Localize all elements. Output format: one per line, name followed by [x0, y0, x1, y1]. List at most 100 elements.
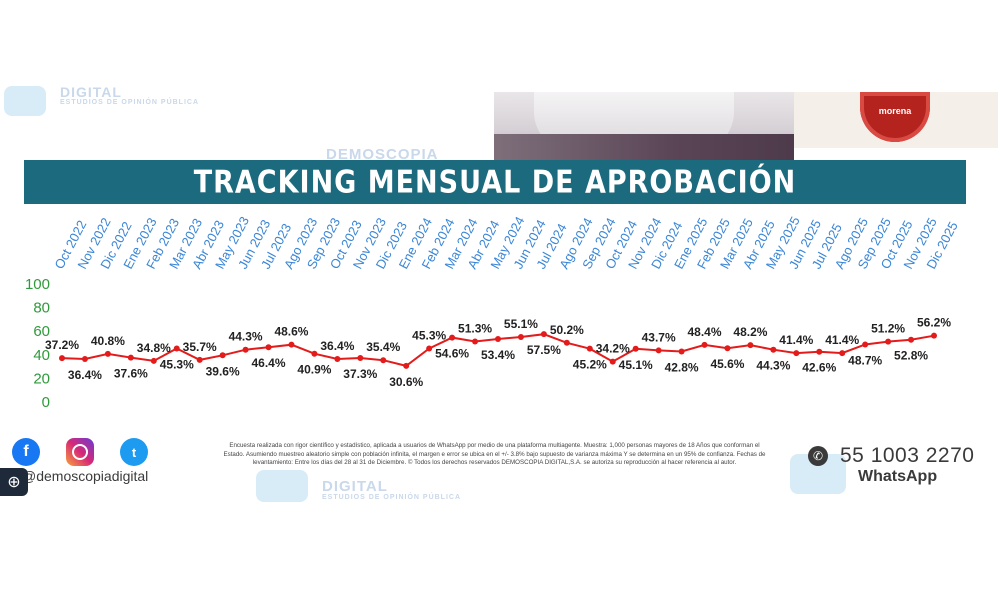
data-point	[862, 341, 869, 348]
data-label: 42.8%	[665, 360, 699, 374]
y-tick-label: 40	[33, 347, 50, 364]
data-label: 34.2%	[596, 342, 630, 356]
data-point	[724, 345, 731, 352]
data-label: 48.7%	[848, 354, 882, 368]
data-label: 46.4%	[252, 356, 286, 370]
y-tick-label: 100	[25, 276, 50, 293]
data-point	[632, 345, 639, 352]
data-point	[81, 356, 88, 363]
data-label: 57.5%	[527, 343, 561, 357]
y-axis-labels: 100 80 60 40 20 0	[25, 276, 50, 411]
data-point	[449, 334, 456, 341]
data-label: 35.4%	[366, 340, 400, 354]
y-tick-label: 0	[42, 394, 50, 411]
data-point	[678, 348, 685, 355]
header-photo	[494, 92, 794, 160]
accessibility-icon[interactable]: ⊕	[0, 468, 28, 496]
whatsapp-phone[interactable]: 55 1003 2270	[840, 444, 975, 467]
data-point	[495, 335, 501, 342]
data-label: 40.8%	[91, 334, 125, 348]
watermark-tagline-bottom: ESTUDIOS DE OPINIÓN PÚBLICA	[322, 494, 462, 501]
data-label: 37.2%	[45, 338, 79, 352]
data-point	[403, 362, 410, 369]
watermark-brand-top: DIGITAL	[60, 84, 122, 100]
data-label: 41.4%	[779, 333, 813, 347]
instagram-icon[interactable]	[66, 438, 94, 466]
data-point	[59, 355, 65, 362]
watermark-logo-bottom	[256, 470, 308, 502]
data-label: 35.7%	[183, 340, 217, 354]
data-label: 48.6%	[274, 325, 308, 339]
data-point	[311, 350, 318, 357]
data-point	[747, 342, 754, 349]
data-point	[104, 350, 111, 357]
data-label: 51.3%	[458, 321, 492, 335]
data-label: 36.4%	[68, 368, 102, 382]
data-points	[59, 331, 937, 369]
data-label: 55.1%	[504, 317, 538, 331]
facebook-icon[interactable]: f	[12, 438, 40, 466]
data-point	[517, 333, 524, 340]
data-label: 40.9%	[297, 363, 331, 377]
watermark-logo-top	[4, 86, 46, 116]
data-label: 50.2%	[550, 323, 584, 337]
data-label: 53.4%	[481, 348, 515, 362]
data-point	[242, 346, 249, 353]
data-label: 37.3%	[343, 367, 377, 381]
data-point	[540, 331, 547, 338]
social-handle[interactable]: @demoscopiadigital	[22, 468, 149, 484]
data-label: 44.3%	[229, 330, 263, 344]
data-point	[793, 350, 800, 357]
data-label: 42.6%	[802, 361, 836, 375]
data-label: 45.6%	[710, 357, 744, 371]
data-point	[173, 345, 180, 352]
data-label: 56.2%	[917, 316, 951, 330]
data-point	[931, 332, 937, 339]
data-label: 48.4%	[688, 325, 722, 339]
watermark-brand-bottom: DIGITAL	[322, 478, 388, 495]
data-point	[150, 357, 157, 364]
y-tick-label: 80	[33, 300, 50, 317]
twitter-icon[interactable]: t	[120, 438, 148, 466]
data-point	[380, 357, 387, 364]
data-label: 45.3%	[160, 358, 194, 372]
data-label: 51.2%	[871, 322, 905, 336]
whatsapp-icon[interactable]: ✆	[808, 446, 828, 466]
data-point	[770, 346, 777, 353]
photo-sash	[494, 134, 794, 160]
data-point	[472, 338, 479, 345]
data-point	[334, 356, 341, 363]
data-point	[265, 344, 272, 351]
data-label: 30.6%	[389, 375, 423, 389]
data-point	[609, 358, 616, 365]
data-point	[701, 341, 708, 348]
data-point	[127, 354, 134, 361]
data-label: 48.2%	[733, 325, 767, 339]
whatsapp-label: WhatsApp	[858, 468, 938, 485]
data-label: 44.3%	[756, 359, 790, 373]
watermark-brand-mid: DEMOSCOPIA	[326, 146, 439, 163]
watermark-tagline-top: ESTUDIOS DE OPINIÓN PÚBLICA	[60, 99, 200, 106]
survey-disclaimer: Encuesta realizada con rigor científico …	[223, 442, 766, 467]
data-label: 37.6%	[114, 367, 148, 381]
data-label: 41.4%	[825, 333, 859, 347]
data-point	[816, 348, 823, 355]
data-label: 36.4%	[320, 339, 354, 353]
data-point	[426, 345, 433, 352]
y-tick-label: 60	[33, 323, 50, 340]
data-point	[219, 352, 226, 359]
chart-title: TRACKING MENSUAL DE APROBACIÓN	[193, 164, 797, 200]
data-point	[839, 350, 846, 357]
data-point	[655, 347, 662, 354]
data-point	[885, 338, 892, 345]
data-label: 54.6%	[435, 347, 469, 361]
data-label: 34.8%	[137, 341, 171, 355]
data-label: 43.7%	[642, 330, 676, 344]
data-point	[288, 341, 295, 348]
y-tick-label: 20	[33, 370, 50, 387]
party-logo-label: morena	[878, 106, 912, 116]
data-point	[586, 345, 593, 352]
data-labels: 37.2% 36.4% 40.8% 37.6% 34.8% 45.3% 35.7% 39.6%…	[45, 316, 951, 389]
